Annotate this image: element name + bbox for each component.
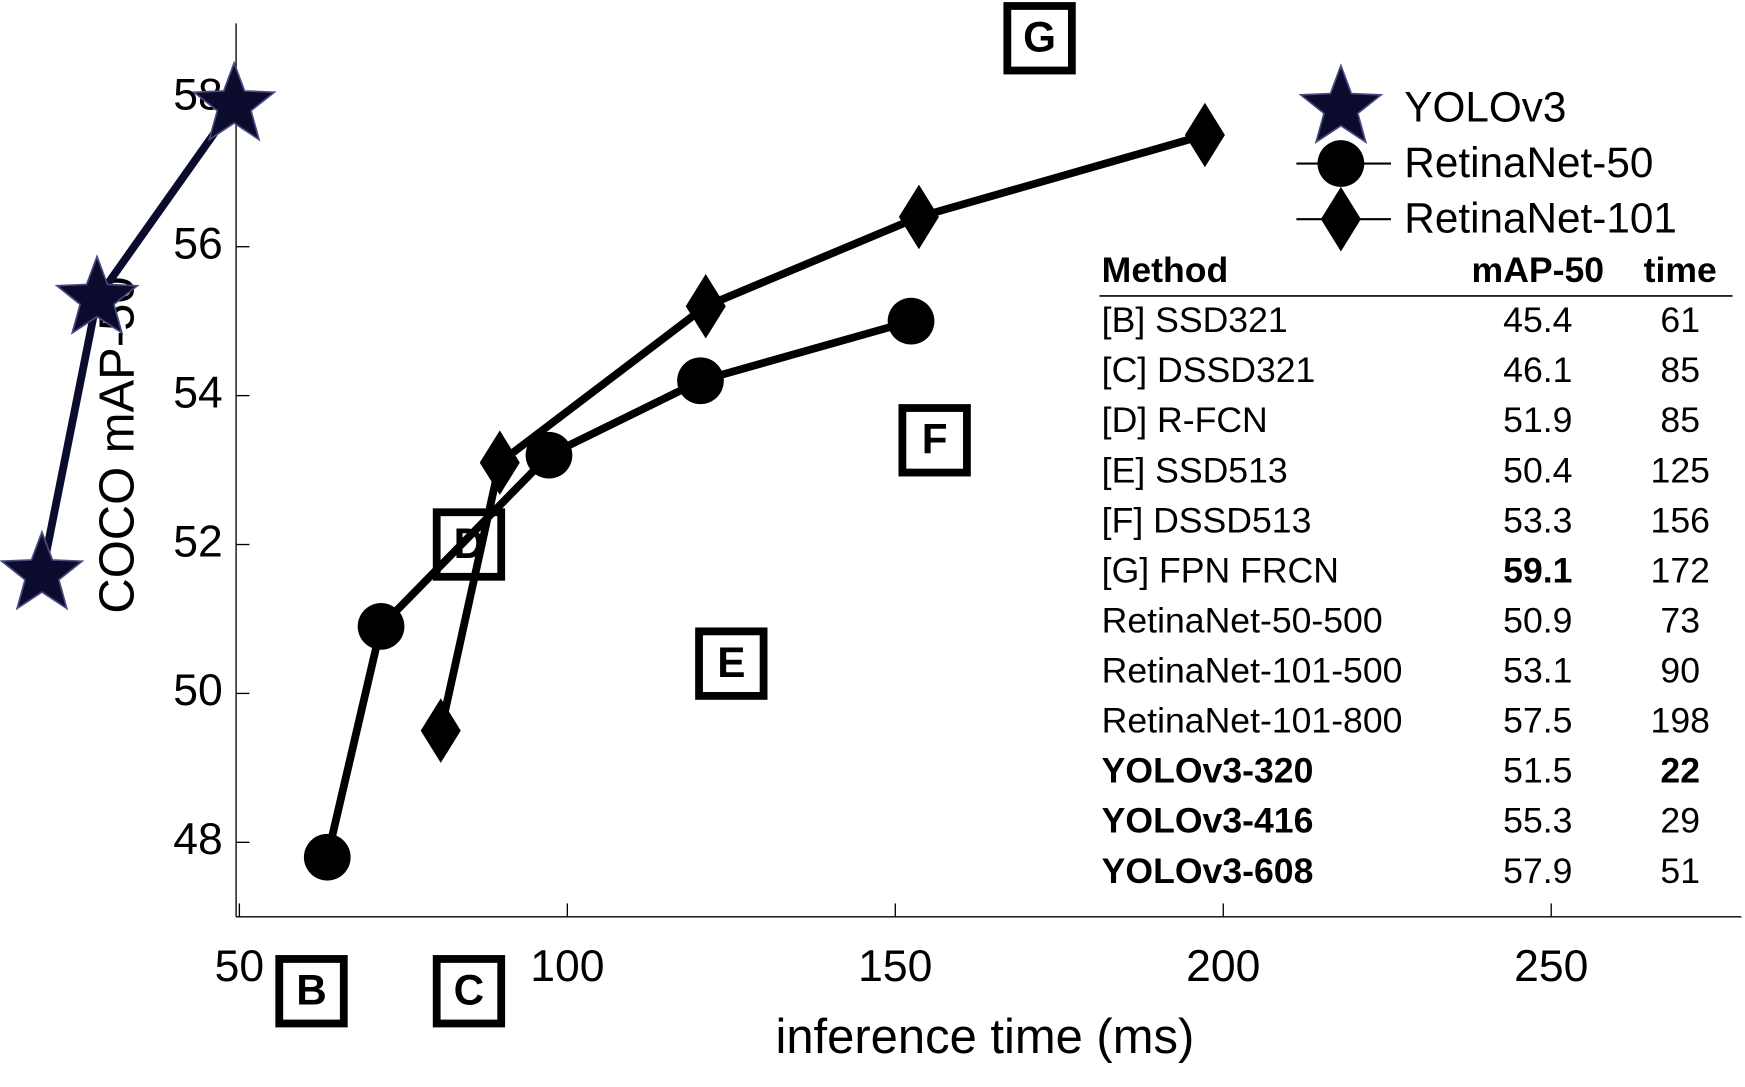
- table-cell: 55.3: [1503, 801, 1572, 841]
- table-cell: [B] SSD321: [1102, 300, 1288, 340]
- table-cell: YOLOv3-608: [1102, 851, 1314, 891]
- circle-marker: [357, 603, 405, 650]
- diamond-marker: [685, 274, 726, 339]
- table-cell: 22: [1660, 751, 1700, 791]
- y-tick-label: 52: [173, 517, 223, 566]
- table-cell: 50.4: [1503, 450, 1572, 490]
- circle-marker: [677, 357, 724, 405]
- table-cell: 57.5: [1503, 701, 1572, 741]
- table-cell: 46.1: [1503, 350, 1572, 390]
- star-marker: [0, 529, 85, 611]
- table-cell: 85: [1660, 350, 1700, 390]
- annotation-label: E: [717, 639, 745, 686]
- annotation-box: [432, 508, 506, 581]
- table-cell: 57.9: [1503, 851, 1572, 891]
- annotation-label: D: [454, 520, 485, 567]
- table-cell: 51.5: [1503, 751, 1572, 791]
- table-header: time: [1644, 250, 1717, 290]
- y-tick-label: 54: [173, 368, 223, 417]
- legend-marker: [1320, 186, 1361, 252]
- table-cell: 59.1: [1503, 550, 1572, 590]
- table-header: mAP-50: [1472, 250, 1605, 290]
- x-tick-label: 50: [215, 942, 264, 991]
- x-tick-label: 200: [1186, 942, 1260, 991]
- annotation-label: C: [454, 967, 485, 1014]
- x-axis-label: inference time (ms): [775, 1010, 1194, 1064]
- legend-marker: [1298, 63, 1384, 144]
- table-cell: 73: [1660, 600, 1700, 640]
- table-cell: 156: [1651, 500, 1710, 540]
- table-cell: YOLOv3-416: [1102, 801, 1314, 841]
- legend-label: RetinaNet-50: [1404, 139, 1653, 186]
- diamond-marker: [1184, 102, 1225, 168]
- circle-marker: [887, 297, 935, 345]
- table-cell: 45.4: [1503, 300, 1572, 340]
- table-cell: 172: [1651, 550, 1710, 590]
- legend-label: YOLOv3: [1404, 83, 1566, 130]
- circle-marker: [303, 833, 351, 881]
- table-cell: [D] R-FCN: [1102, 400, 1268, 440]
- y-axis-label: COCO mAP-50: [90, 276, 144, 613]
- table-header: Method: [1102, 250, 1229, 290]
- y-tick-label: 48: [173, 815, 223, 864]
- table-cell: 53.1: [1503, 651, 1572, 691]
- diamond-marker: [898, 184, 939, 250]
- annotation-box: [898, 404, 971, 477]
- annotation-box: [432, 955, 506, 1028]
- star-marker: [191, 60, 277, 142]
- annotation-label: F: [922, 416, 948, 463]
- table-cell: 53.3: [1503, 500, 1572, 540]
- table-cell: RetinaNet-101-800: [1102, 701, 1403, 741]
- table-cell: 125: [1651, 450, 1710, 490]
- table-cell: [G] FPN FRCN: [1102, 550, 1339, 590]
- x-tick-label: 100: [530, 942, 604, 991]
- table-cell: 85: [1660, 400, 1700, 440]
- annotation-label: B: [296, 967, 327, 1014]
- x-tick-label: 250: [1514, 942, 1588, 991]
- table-cell: [E] SSD513: [1102, 450, 1288, 490]
- annotation-box: [275, 955, 348, 1028]
- x-tick-label: 150: [858, 942, 932, 991]
- table-cell: 198: [1651, 701, 1710, 741]
- legend-marker: [1317, 140, 1365, 187]
- series-line: [323, 317, 913, 859]
- annotation-label: G: [1023, 14, 1056, 61]
- table-cell: RetinaNet-101-500: [1102, 651, 1403, 691]
- table-cell: YOLOv3-320: [1102, 751, 1314, 791]
- diamond-marker: [420, 698, 461, 763]
- table-cell: [C] DSSD321: [1102, 350, 1316, 390]
- circle-marker: [525, 431, 573, 479]
- table-cell: 61: [1660, 300, 1700, 340]
- y-tick-label: 56: [173, 219, 223, 268]
- table-cell: 50.9: [1503, 600, 1572, 640]
- table-cell: 51.9: [1503, 400, 1572, 440]
- table-cell: 51: [1660, 851, 1700, 891]
- table-cell: 29: [1660, 801, 1700, 841]
- star-marker: [54, 254, 140, 335]
- table-cell: 90: [1660, 651, 1700, 691]
- legend-label: RetinaNet-101: [1404, 195, 1677, 242]
- table-cell: RetinaNet-50-500: [1102, 600, 1383, 640]
- y-tick-label: 50: [173, 666, 223, 715]
- annotation-box: [1003, 2, 1076, 75]
- annotation-box: [695, 627, 768, 700]
- diamond-marker: [479, 430, 520, 495]
- table-cell: [F] DSSD513: [1102, 500, 1312, 540]
